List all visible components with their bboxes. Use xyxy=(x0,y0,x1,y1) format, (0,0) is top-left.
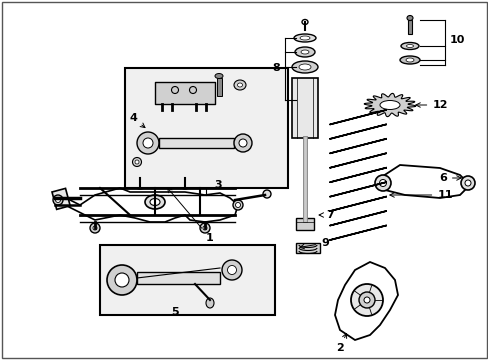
Text: 6: 6 xyxy=(438,173,460,183)
Ellipse shape xyxy=(298,64,310,70)
Bar xyxy=(295,218,313,230)
Text: 10: 10 xyxy=(449,35,465,45)
Bar xyxy=(52,188,70,210)
Ellipse shape xyxy=(358,292,374,308)
Text: 1: 1 xyxy=(167,188,213,243)
Ellipse shape xyxy=(145,195,164,209)
Ellipse shape xyxy=(180,181,190,189)
Ellipse shape xyxy=(464,180,470,186)
Ellipse shape xyxy=(155,166,164,184)
Ellipse shape xyxy=(379,180,386,186)
Ellipse shape xyxy=(134,181,146,189)
Text: 12: 12 xyxy=(415,100,447,110)
Bar xyxy=(159,138,234,148)
Ellipse shape xyxy=(234,80,245,90)
Bar xyxy=(217,78,222,96)
Ellipse shape xyxy=(363,297,369,303)
Ellipse shape xyxy=(171,168,179,182)
Ellipse shape xyxy=(55,198,61,202)
Ellipse shape xyxy=(137,132,159,154)
Text: 3: 3 xyxy=(214,180,222,190)
Ellipse shape xyxy=(405,58,413,62)
Ellipse shape xyxy=(232,200,243,210)
Ellipse shape xyxy=(291,61,317,73)
Ellipse shape xyxy=(150,198,160,206)
Ellipse shape xyxy=(301,50,308,54)
Ellipse shape xyxy=(142,138,153,148)
Text: 8: 8 xyxy=(272,63,280,73)
Ellipse shape xyxy=(379,100,399,109)
Text: 5: 5 xyxy=(171,307,179,317)
Text: 9: 9 xyxy=(299,238,328,249)
Ellipse shape xyxy=(235,202,240,207)
Polygon shape xyxy=(379,165,469,198)
Bar xyxy=(295,243,319,253)
Polygon shape xyxy=(364,93,415,117)
Ellipse shape xyxy=(237,83,242,87)
Ellipse shape xyxy=(171,86,178,94)
Ellipse shape xyxy=(107,265,137,295)
Ellipse shape xyxy=(460,176,474,190)
Ellipse shape xyxy=(90,223,100,233)
Bar xyxy=(137,272,220,284)
Ellipse shape xyxy=(115,273,129,287)
Bar xyxy=(291,78,317,138)
Bar xyxy=(100,245,274,315)
Ellipse shape xyxy=(200,223,209,233)
Ellipse shape xyxy=(234,134,251,152)
Text: 2: 2 xyxy=(335,333,346,353)
Ellipse shape xyxy=(239,139,246,147)
Ellipse shape xyxy=(406,15,412,21)
Ellipse shape xyxy=(302,19,307,24)
Ellipse shape xyxy=(374,175,390,191)
Ellipse shape xyxy=(93,226,97,230)
Polygon shape xyxy=(334,262,397,340)
Bar xyxy=(407,20,411,34)
Text: 7: 7 xyxy=(319,210,333,220)
Ellipse shape xyxy=(132,158,141,166)
Ellipse shape xyxy=(350,284,382,316)
Polygon shape xyxy=(55,188,238,222)
Ellipse shape xyxy=(263,190,270,198)
Ellipse shape xyxy=(227,266,236,274)
Text: 11: 11 xyxy=(389,190,452,200)
Ellipse shape xyxy=(222,260,242,280)
Bar xyxy=(155,82,215,104)
Text: 4: 4 xyxy=(129,113,144,127)
Ellipse shape xyxy=(406,45,413,48)
Ellipse shape xyxy=(294,47,314,57)
Ellipse shape xyxy=(399,56,419,64)
Ellipse shape xyxy=(135,160,139,164)
Ellipse shape xyxy=(293,34,315,42)
Ellipse shape xyxy=(400,42,418,49)
Ellipse shape xyxy=(53,195,63,205)
Ellipse shape xyxy=(299,36,309,40)
Ellipse shape xyxy=(215,73,223,78)
Bar xyxy=(125,68,287,188)
Ellipse shape xyxy=(205,298,214,308)
Ellipse shape xyxy=(189,86,196,94)
Ellipse shape xyxy=(203,226,206,230)
